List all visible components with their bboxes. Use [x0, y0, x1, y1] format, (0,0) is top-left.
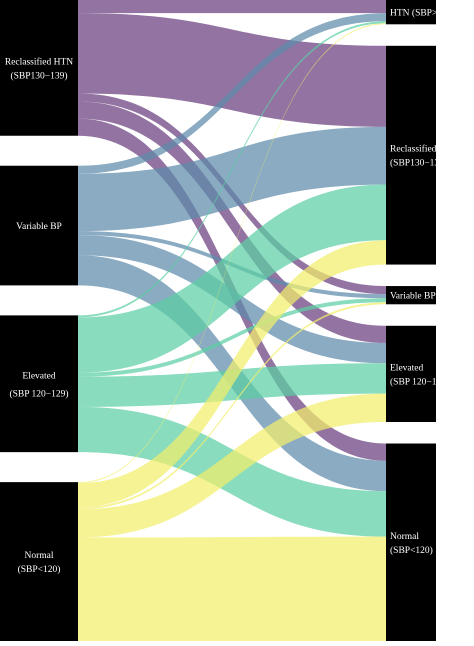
left-node-label: (SBP<120) — [18, 564, 61, 575]
left-node-label: Normal — [24, 551, 53, 561]
right-node-elevated: Elevated (SBP 120−129) — [386, 325, 449, 423]
right-node-bar — [386, 443, 436, 641]
left-node-bar — [0, 0, 78, 136]
nodes: Reclassified HTN (SBP130−139) Variable BP E… — [0, 0, 460, 641]
right-node-label: (SBP130−139) — [390, 158, 447, 169]
right-node-label: Variable BP — [390, 292, 436, 302]
left-node-bar — [0, 315, 78, 453]
flow-normal-to-reclassified — [78, 240, 386, 508]
left-node-bar — [0, 165, 78, 286]
flow-normal-to-elevated — [78, 393, 386, 538]
left-node-label: Variable BP — [16, 222, 62, 232]
flow-reclassified-to-reclassified — [78, 13, 386, 127]
left-node-variable: Variable BP — [0, 165, 78, 286]
flow-reclassified-to-htn — [78, 0, 386, 14]
flow-normal-to-variable — [78, 302, 386, 510]
right-node-bar — [386, 0, 436, 25]
right-node-label: Elevated — [390, 363, 423, 373]
left-node-label: Reclassified HTN — [5, 56, 73, 67]
flow-variable-to-reclassified — [78, 126, 386, 232]
right-node-normal: Normal (SBP<120) — [386, 443, 436, 641]
right-node-bar — [386, 45, 436, 265]
right-node-label: HTN (SBP>=140) — [390, 8, 460, 19]
right-node-label: (SBP 120−129) — [390, 376, 449, 387]
flow-reclassified-to-elevated — [78, 101, 386, 344]
flow-elevated-to-htn — [78, 21, 386, 318]
left-node-label: Elevated — [22, 371, 55, 381]
flow-elevated-to-reclassified — [78, 184, 386, 373]
right-node-label: (SBP<120) — [390, 545, 433, 556]
flow-elevated-to-variable — [78, 298, 386, 377]
right-node-reclassified: Reclassified HTN (SBP130−139) — [386, 45, 458, 265]
right-node-label: Reclassified HTN — [390, 144, 458, 155]
right-node-label: Normal — [390, 532, 419, 542]
left-node-label: (SBP 120−129) — [9, 388, 68, 399]
flow-links — [78, 0, 386, 641]
left-node-bar — [0, 482, 78, 641]
left-node-reclassified: Reclassified HTN (SBP130−139) — [0, 0, 78, 136]
right-node-bar — [386, 325, 436, 423]
flow-normal-to-htn — [78, 23, 386, 484]
right-node-variable: Variable BP — [386, 286, 436, 305]
flow-normal-to-normal — [78, 536, 386, 641]
left-node-label: (SBP130−139) — [10, 70, 67, 81]
right-node-bar — [386, 286, 436, 305]
right-node-htn: HTN (SBP>=140) — [386, 0, 460, 25]
left-node-normal: Normal (SBP<120) — [0, 482, 78, 641]
flow-variable-to-htn — [78, 13, 386, 174]
left-node-elevated: Elevated (SBP 120−129) — [0, 315, 78, 453]
